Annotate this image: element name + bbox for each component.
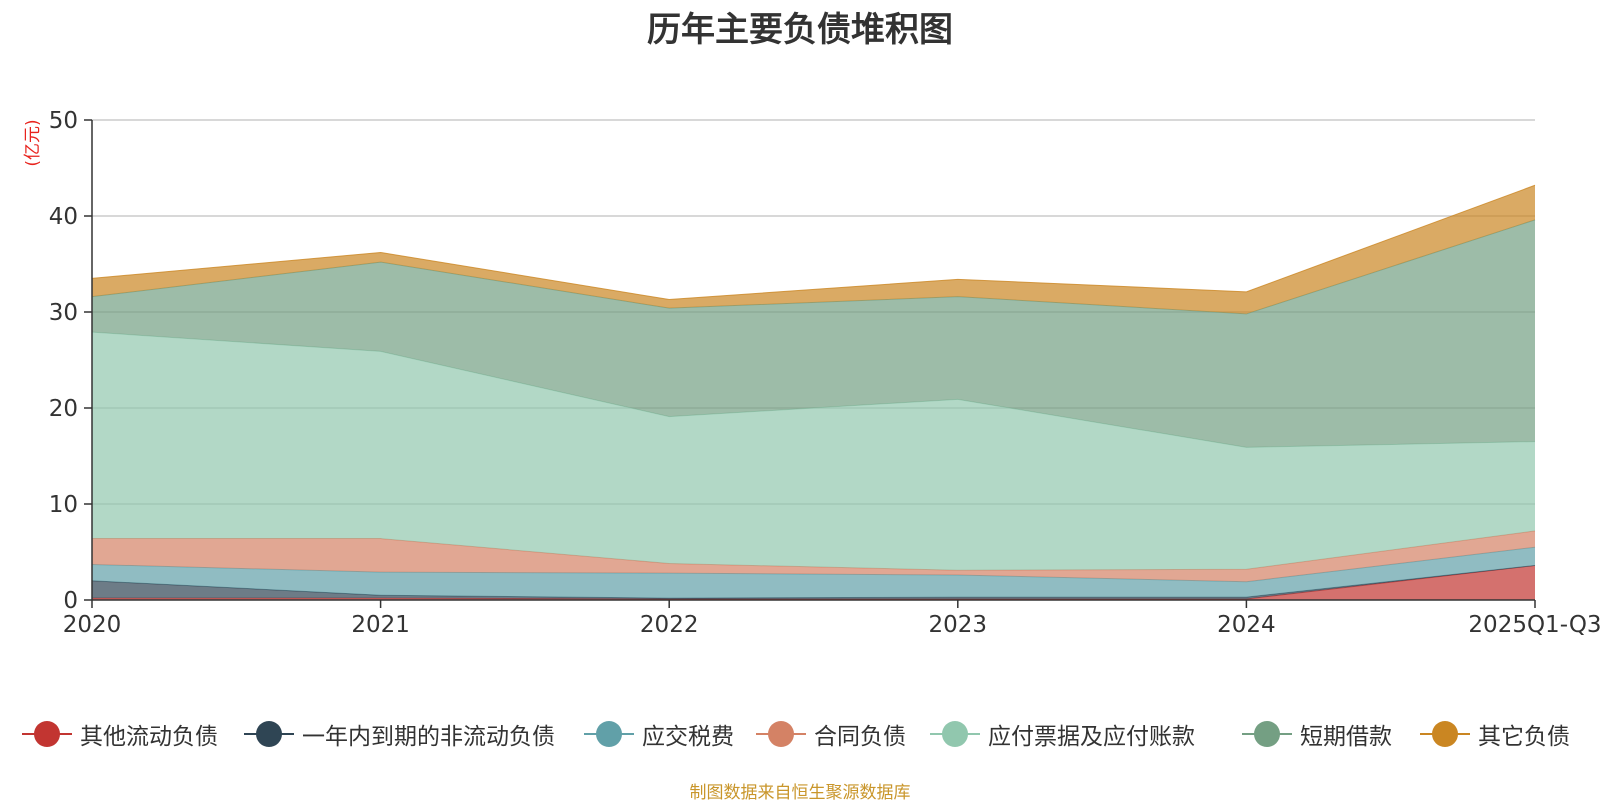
area-series-5[interactable]: [92, 219, 1535, 448]
legend-label: 其他流动负债: [80, 724, 218, 750]
legend-item-0[interactable]: 其他流动负债: [22, 716, 218, 752]
legend-label: 其它负债: [1478, 724, 1570, 750]
chart-title: 历年主要负债堆积图: [647, 10, 953, 50]
axes: 0 10 20 30 40 50 2020 2021 2022 2023 2024 2025Q1-Q3: [49, 108, 1600, 638]
legend-item-3[interactable]: 合同负债: [756, 716, 906, 752]
legend-marker-icon: [756, 719, 806, 749]
legend-label: 合同负债: [814, 724, 906, 750]
legend-marker-icon: [1420, 719, 1470, 749]
legend-item-5[interactable]: 短期借款: [1242, 716, 1392, 752]
y-tick-label: 0: [63, 588, 78, 614]
x-tick-label: 2020: [63, 612, 122, 638]
stacked-areas: [91, 184, 1536, 600]
x-tick-label: 2024: [1217, 612, 1276, 638]
legend-item-6[interactable]: 其它负债: [1420, 716, 1570, 752]
y-tick-label: 10: [49, 492, 78, 518]
area-series-4[interactable]: [92, 332, 1535, 571]
x-tick-label: 2022: [640, 612, 699, 638]
legend-item-1[interactable]: 一年内到期的非流动负债: [244, 716, 555, 752]
legend-marker-icon: [930, 719, 980, 749]
y-tick-label: 30: [49, 300, 78, 326]
x-tick-label: 2025Q1-Q3: [1468, 612, 1600, 638]
source-note: 制图数据来自恒生聚源数据库: [689, 783, 911, 803]
legend-label: 短期借款: [1300, 724, 1392, 750]
legend-label: 应交税费: [642, 724, 734, 750]
y-axis-unit-label: (亿元): [23, 119, 43, 166]
area-series-1[interactable]: [92, 565, 1535, 600]
area-series-3[interactable]: [92, 530, 1535, 582]
legend-label: 应付票据及应付账款: [988, 724, 1195, 750]
legend: 其他流动负债 一年内到期的非流动负债 应交税费 合同负债 应付票据及应付账款 短期借款 其它…: [0, 716, 1600, 752]
legend-item-4[interactable]: 应付票据及应付账款: [930, 716, 1195, 752]
x-tick-label: 2021: [351, 612, 410, 638]
x-tick-label: 2023: [929, 612, 988, 638]
legend-marker-icon: [1242, 719, 1292, 749]
legend-label: 一年内到期的非流动负债: [302, 724, 555, 750]
area-series-2[interactable]: [92, 547, 1535, 599]
area-edge-series-6: [91, 184, 1536, 301]
y-tick-label: 50: [49, 108, 78, 134]
legend-item-2[interactable]: 应交税费: [584, 716, 734, 752]
y-tick-label: 20: [49, 396, 78, 422]
y-tick-label: 40: [49, 204, 78, 230]
chart-plot: 0 10 20 30 40 50 2020 2021 2022 2023 2024 2025Q1-Q3…: [23, 108, 1600, 638]
area-series-0[interactable]: [92, 565, 1535, 600]
legend-marker-icon: [584, 719, 634, 749]
legend-marker-icon: [244, 719, 294, 749]
legend-marker-icon: [22, 719, 72, 749]
